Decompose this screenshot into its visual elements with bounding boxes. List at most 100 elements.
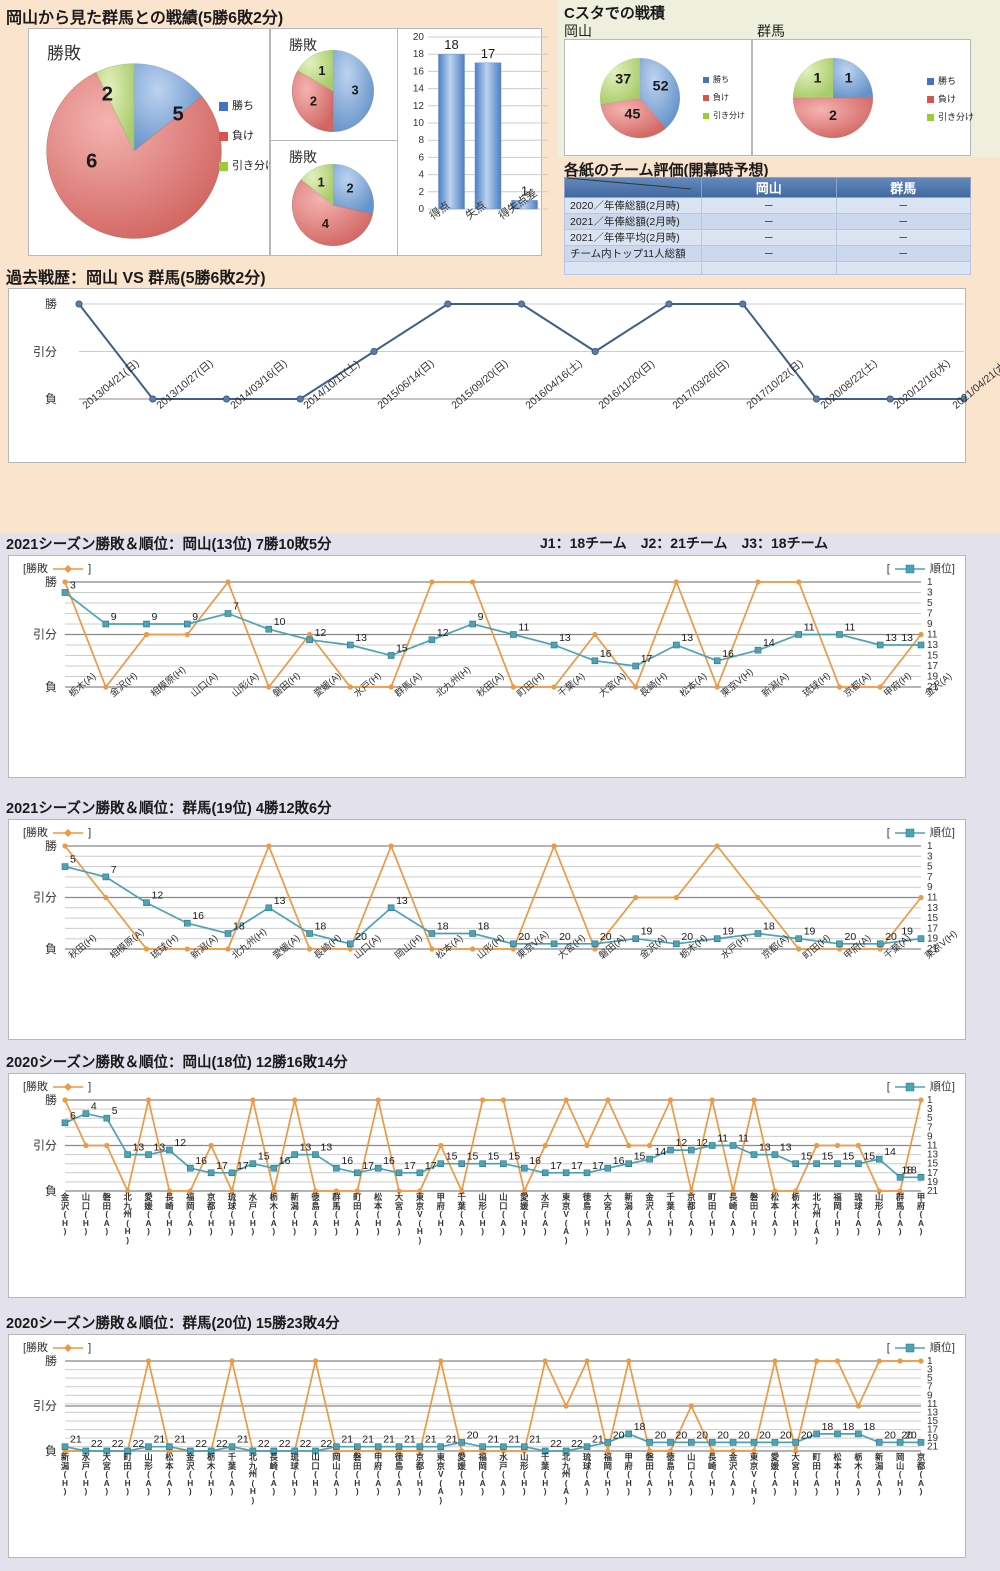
svg-text:13: 13: [133, 1142, 145, 1154]
svg-text:16: 16: [195, 1155, 207, 1167]
svg-text:勝: 勝: [45, 296, 57, 311]
svg-text:18: 18: [233, 921, 245, 933]
svg-text:4: 4: [418, 170, 424, 181]
svg-text:21: 21: [446, 1434, 458, 1446]
svg-text:15: 15: [863, 1151, 875, 1163]
svg-text:20: 20: [884, 1429, 896, 1441]
svg-text:11: 11: [927, 630, 938, 641]
svg-text:21: 21: [237, 1434, 249, 1446]
svg-text:7: 7: [111, 864, 117, 876]
svg-text:3: 3: [70, 580, 76, 592]
svg-text:9: 9: [192, 611, 198, 623]
svg-text:20: 20: [901, 1429, 913, 1441]
svg-text:12: 12: [315, 627, 327, 639]
svg-text:13: 13: [321, 1142, 333, 1154]
svg-text:15: 15: [467, 1151, 479, 1163]
svg-text:22: 22: [279, 1438, 291, 1450]
svg-text:引分: 引分: [33, 1399, 57, 1413]
svg-text:17: 17: [550, 1160, 562, 1172]
svg-text:14: 14: [763, 637, 775, 649]
svg-text:12: 12: [696, 1137, 708, 1149]
svg-text:21: 21: [425, 1434, 437, 1446]
svg-text:負: 負: [45, 1444, 57, 1458]
svg-text:1: 1: [318, 174, 325, 189]
svg-text:5: 5: [70, 854, 76, 866]
svg-text:9: 9: [478, 611, 484, 623]
svg-text:45: 45: [625, 107, 641, 123]
svg-text:7: 7: [233, 601, 239, 613]
svg-text:2: 2: [346, 180, 353, 195]
svg-text:16: 16: [722, 648, 734, 660]
svg-text:15: 15: [446, 1151, 458, 1163]
svg-text:勝: 勝: [45, 574, 57, 589]
svg-text:20: 20: [780, 1429, 792, 1441]
svg-text:1: 1: [927, 577, 933, 588]
svg-text:3: 3: [352, 82, 359, 97]
svg-text:18: 18: [901, 1164, 913, 1176]
svg-text:13: 13: [559, 632, 571, 644]
svg-text:21: 21: [70, 1434, 82, 1446]
svg-text:12: 12: [676, 1137, 688, 1149]
svg-text:勝: 勝: [45, 838, 57, 853]
svg-text:1: 1: [845, 70, 853, 86]
svg-text:引分: 引分: [33, 345, 57, 359]
svg-text:引分: 引分: [33, 628, 57, 642]
svg-text:12: 12: [413, 101, 425, 112]
svg-text:9: 9: [152, 611, 158, 623]
svg-text:17: 17: [404, 1160, 416, 1172]
svg-text:12: 12: [437, 627, 449, 639]
svg-text:13: 13: [759, 1142, 771, 1154]
svg-text:22: 22: [300, 1438, 312, 1450]
svg-text:11: 11: [804, 622, 815, 634]
svg-text:13: 13: [396, 895, 408, 907]
svg-text:10: 10: [413, 118, 425, 129]
svg-text:16: 16: [413, 66, 425, 77]
svg-text:17: 17: [571, 1160, 583, 1172]
svg-text:22: 22: [112, 1438, 124, 1450]
svg-text:15: 15: [927, 651, 939, 662]
svg-text:18: 18: [437, 921, 449, 933]
svg-text:引分: 引分: [33, 891, 57, 905]
svg-text:5: 5: [173, 104, 184, 126]
svg-text:15: 15: [843, 1151, 855, 1163]
svg-text:13: 13: [927, 640, 939, 651]
svg-text:16: 16: [383, 1155, 395, 1167]
svg-text:22: 22: [195, 1438, 207, 1450]
svg-text:11: 11: [845, 622, 856, 634]
svg-text:15: 15: [822, 1151, 834, 1163]
svg-text:21: 21: [927, 1186, 939, 1197]
svg-text:17: 17: [425, 1160, 437, 1172]
svg-text:16: 16: [192, 910, 204, 922]
svg-text:52: 52: [653, 78, 669, 94]
svg-text:9: 9: [111, 611, 117, 623]
svg-text:0: 0: [418, 204, 424, 215]
svg-text:10: 10: [274, 616, 286, 628]
svg-text:18: 18: [763, 921, 775, 933]
svg-text:20: 20: [676, 1429, 688, 1441]
svg-text:14: 14: [884, 1146, 896, 1158]
svg-text:22: 22: [321, 1438, 333, 1450]
svg-text:18: 18: [843, 1421, 855, 1433]
svg-text:2: 2: [310, 93, 317, 108]
svg-text:負: 負: [45, 392, 57, 406]
svg-text:17: 17: [592, 1160, 604, 1172]
svg-text:13: 13: [274, 895, 286, 907]
svg-text:20: 20: [467, 1429, 479, 1441]
svg-text:6: 6: [418, 152, 424, 163]
svg-text:13: 13: [901, 632, 913, 644]
svg-text:2: 2: [102, 83, 113, 105]
svg-text:21: 21: [488, 1434, 500, 1446]
svg-text:12: 12: [152, 890, 164, 902]
svg-text:16: 16: [529, 1155, 541, 1167]
svg-text:15: 15: [396, 643, 408, 655]
svg-text:21: 21: [383, 1434, 395, 1446]
svg-text:勝: 勝: [45, 1353, 57, 1368]
svg-text:37: 37: [615, 72, 631, 88]
svg-text:20: 20: [801, 1429, 813, 1441]
svg-text:2: 2: [418, 187, 424, 198]
svg-text:22: 22: [571, 1438, 583, 1450]
svg-text:18: 18: [315, 921, 327, 933]
svg-text:13: 13: [154, 1142, 166, 1154]
svg-text:13: 13: [780, 1142, 792, 1154]
svg-text:11: 11: [518, 622, 529, 634]
